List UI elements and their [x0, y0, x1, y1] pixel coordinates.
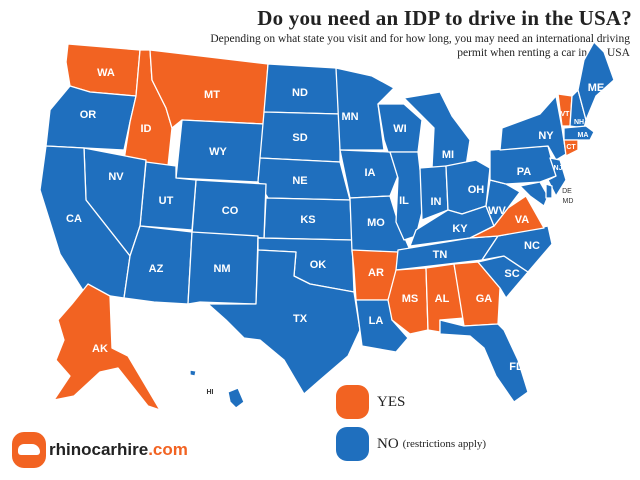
label-wi: WI — [393, 123, 406, 135]
label-ut: UT — [159, 195, 174, 207]
label-ga: GA — [476, 293, 493, 305]
label-ky: KY — [452, 223, 468, 235]
label-ma: MA — [578, 132, 589, 139]
label-id: ID — [141, 123, 152, 135]
state-de[interactable] — [545, 183, 553, 199]
label-wa: WA — [97, 67, 115, 79]
rhino-icon — [12, 432, 46, 468]
label-tx: TX — [293, 313, 308, 325]
state-hi-islands[interactable] — [189, 369, 197, 377]
label-nv: NV — [108, 171, 124, 183]
state-hi[interactable] — [227, 387, 245, 409]
label-mi: MI — [442, 149, 454, 161]
label-wy: WY — [209, 146, 227, 158]
label-nj: NJ — [554, 165, 563, 172]
label-az: AZ — [149, 263, 164, 275]
label-hi: HI — [207, 389, 214, 396]
state-md[interactable] — [519, 181, 549, 207]
label-ok: OK — [310, 259, 327, 271]
rhinocarhire-logo[interactable]: rhinocarhire .com — [12, 432, 188, 468]
state-ia[interactable] — [339, 149, 399, 199]
legend-no-note: (restrictions apply) — [402, 438, 487, 450]
state-pa[interactable] — [489, 145, 557, 185]
state-me[interactable] — [577, 41, 615, 121]
legend-no-label: NO — [377, 435, 399, 452]
logo-tld: .com — [148, 440, 188, 459]
state-ga[interactable] — [453, 261, 501, 327]
page-title: Do you need an IDP to drive in the USA? — [257, 6, 632, 30]
label-ms: MS — [402, 293, 419, 305]
label-sd: SD — [292, 132, 307, 144]
label-mo: MO — [367, 217, 385, 229]
label-fl: FL — [509, 361, 523, 373]
label-mt: MT — [204, 89, 220, 101]
label-tn: TN — [433, 249, 448, 261]
label-wv: WV — [488, 205, 506, 217]
label-ca: CA — [66, 213, 82, 225]
label-nh: NH — [574, 119, 584, 126]
label-me: ME — [588, 82, 605, 94]
label-ny: NY — [538, 130, 554, 142]
state-nm[interactable] — [187, 231, 259, 305]
label-nc: NC — [524, 240, 540, 252]
state-ct[interactable] — [563, 139, 579, 157]
label-nm: NM — [213, 263, 230, 275]
state-nh[interactable] — [569, 89, 587, 129]
label-ct: CT — [566, 144, 576, 151]
label-vt: VT — [561, 111, 571, 118]
logo-name: rhinocarhire — [49, 440, 149, 459]
state-il[interactable] — [389, 151, 425, 241]
label-ak: AK — [92, 343, 108, 355]
legend-swatch-no — [336, 427, 369, 461]
legend-no: NO (restrictions apply) — [336, 427, 486, 461]
label-nd: ND — [292, 87, 308, 99]
label-la: LA — [369, 315, 384, 327]
label-or: OR — [80, 109, 97, 121]
label-de: DE — [562, 188, 572, 195]
label-ar: AR — [368, 267, 384, 279]
label-il: IL — [399, 195, 409, 207]
label-ne: NE — [292, 175, 307, 187]
state-tx[interactable] — [207, 249, 361, 395]
label-oh: OH — [468, 184, 485, 196]
legend-swatch-yes — [336, 385, 369, 419]
label-mn: MN — [341, 111, 358, 123]
label-sc: SC — [504, 268, 519, 280]
label-pa: PA — [517, 166, 532, 178]
legend-yes: YES — [336, 385, 405, 419]
legend-yes-label: YES — [377, 393, 406, 410]
state-ma[interactable] — [563, 125, 595, 141]
state-fl[interactable] — [439, 319, 529, 403]
label-ia: IA — [365, 167, 376, 179]
label-al: AL — [435, 293, 450, 305]
label-va: VA — [515, 214, 530, 226]
label-md: MD — [563, 198, 574, 205]
label-in: IN — [431, 196, 442, 208]
state-or[interactable] — [45, 85, 137, 151]
label-co: CO — [222, 205, 239, 217]
label-ks: KS — [300, 214, 315, 226]
state-ak[interactable] — [53, 283, 161, 411]
state-mi[interactable] — [403, 91, 471, 169]
